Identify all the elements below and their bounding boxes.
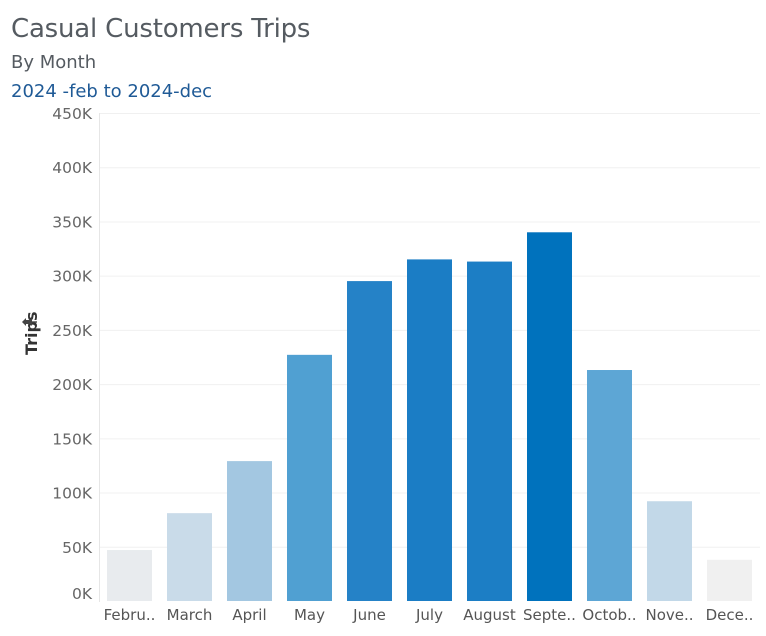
y-tick-label: 400K [52, 159, 93, 177]
chart-title: Casual Customers Trips [11, 14, 311, 44]
bar[interactable] [647, 501, 692, 601]
y-tick-label: 350K [52, 213, 93, 231]
bar[interactable] [107, 550, 152, 601]
x-category-label: Octob.. [582, 606, 636, 624]
x-category-label: Febru.. [104, 606, 156, 624]
y-axis-title-group: Trips [22, 311, 41, 355]
bar[interactable] [167, 513, 212, 601]
bar[interactable] [227, 461, 272, 601]
x-category-label: July [415, 606, 443, 624]
bars[interactable] [107, 232, 752, 602]
y-tick-labels: 0K 50K 100K 150K 200K 250K 300K 350K 400K 450K [52, 105, 93, 603]
x-category-labels: Febru.. March April May June July August Septe.… [104, 606, 754, 624]
x-category-label: Dece.. [706, 606, 754, 624]
bar[interactable] [707, 559, 752, 601]
y-tick-label: 450K [52, 105, 93, 123]
x-category-label: March [167, 606, 213, 624]
y-tick-label: 150K [52, 430, 93, 448]
bar[interactable] [407, 259, 452, 601]
y-tick-label: 300K [52, 268, 93, 286]
bar[interactable] [467, 261, 512, 601]
pin-icon[interactable] [22, 318, 37, 326]
bar[interactable] [527, 232, 572, 602]
bar[interactable] [587, 370, 632, 601]
x-category-label: April [232, 606, 266, 624]
x-category-label: August [463, 606, 516, 624]
x-category-label: Nove.. [645, 606, 693, 624]
date-range-label: 2024 -feb to 2024-dec [11, 81, 213, 102]
y-tick-label: 50K [62, 539, 93, 557]
y-tick-label: 0K [72, 585, 93, 603]
y-tick-label: 200K [52, 376, 93, 394]
x-category-label: Septe.. [523, 606, 576, 624]
bar[interactable] [347, 281, 392, 601]
x-category-label: June [352, 606, 386, 624]
chart-subtitle: By Month [11, 52, 97, 73]
x-category-label: May [294, 606, 325, 624]
y-tick-label: 250K [52, 322, 93, 340]
y-axis-title: Trips [22, 311, 41, 355]
y-tick-label: 100K [52, 485, 93, 503]
bar[interactable] [287, 354, 332, 601]
